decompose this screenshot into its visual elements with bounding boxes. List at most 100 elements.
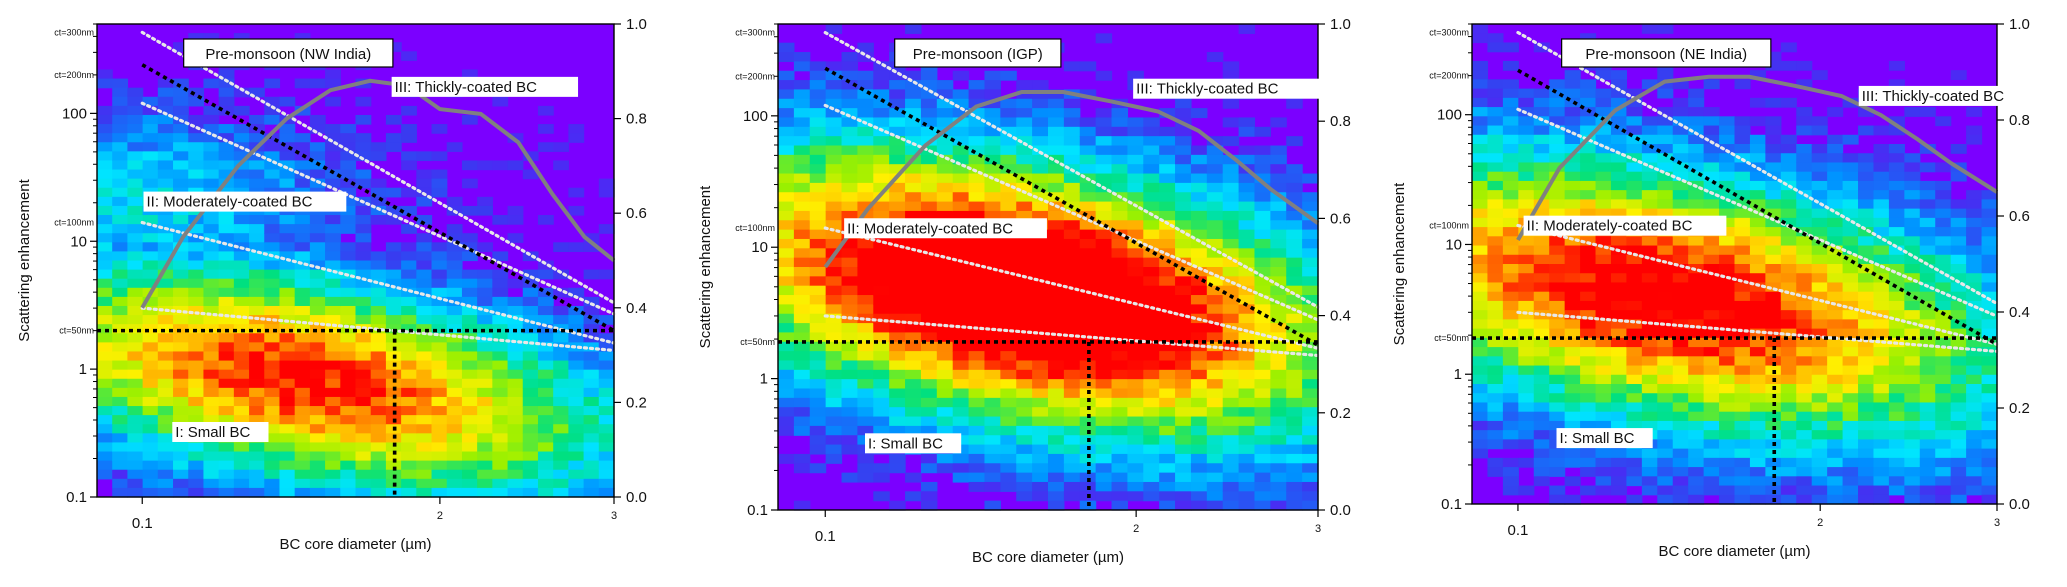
heatmap-cell [1175,444,1192,455]
heatmap-cell [461,442,478,453]
heatmap-cell [173,151,189,162]
heatmap-cell [1904,467,1921,477]
heatmap-cell [873,323,890,334]
heatmap-cell [1749,319,1766,330]
heatmap-cell [1610,180,1628,191]
heatmap-cell [1159,379,1176,390]
heatmap-cell [1175,173,1192,184]
heatmap-cell [1719,153,1736,164]
heatmap-cell [1016,379,1033,390]
heatmap-cell [1487,402,1504,413]
heatmap-cell [1610,199,1628,210]
heatmap-cell [1190,491,1208,502]
heatmap-cell [1472,227,1489,237]
heatmap-cell [920,304,938,315]
heatmap-cell [873,285,890,296]
heatmap-cell [568,424,585,434]
heatmap-cell [1190,238,1208,249]
heatmap-cell [952,145,970,156]
heatmap-cell [1595,402,1612,413]
heatmap-cell [431,178,448,189]
heatmap-cell [778,397,795,408]
heatmap-cell [173,342,189,353]
heatmap-cell [1222,192,1240,203]
heatmap-cell [157,415,174,425]
heatmap-cell [1111,397,1129,408]
heatmap-cell [1175,416,1192,427]
heatmap-cell [1703,199,1720,210]
heatmap-cell [233,33,250,43]
heatmap-cell [889,332,906,343]
heatmap-cell [1487,144,1504,154]
heatmap-cell [1734,190,1751,200]
heatmap-cell [825,136,843,147]
heatmap-cell [1688,476,1705,487]
heatmap-cell [1190,416,1208,427]
heatmap-cell [1626,393,1643,404]
heatmap-cell [1238,154,1256,165]
heatmap-cell [1749,236,1766,247]
heatmap-cell [142,442,159,453]
heatmap-cell [1811,430,1828,440]
heatmap-cell [1111,154,1129,165]
heatmap-cell [873,201,890,212]
heatmap-cell [1000,360,1017,371]
heatmap-cell [157,487,174,498]
heatmap-cell [1780,448,1797,459]
heatmap-cell [553,387,569,398]
heatmap-cell [325,433,341,444]
heatmap-cell [477,469,493,480]
heatmap-cell [1175,425,1192,436]
heatmap-cell [1873,328,1890,339]
coating-thickness-label: ct=200nm [735,71,775,81]
heatmap-cell [841,472,859,483]
heatmap-cell [825,80,843,91]
heatmap-cell [1238,276,1256,287]
heatmap-cell [1487,411,1504,422]
heatmap-cell [233,160,250,171]
heatmap-cell [1641,180,1658,191]
heatmap-cell [1719,291,1736,302]
heatmap-cell [340,160,357,171]
heatmap-cell [294,269,311,280]
heatmap-cell [1487,254,1504,265]
heatmap-cell [461,360,478,371]
heatmap-cell [127,396,144,407]
heatmap-cell [1796,402,1813,413]
heatmap-cell [233,178,250,189]
heatmap-cell [309,215,326,225]
heatmap-cell [1904,300,1921,311]
heatmap-cell [920,341,938,352]
heatmap-cell [1580,97,1597,108]
heatmap-cell [1610,411,1628,422]
heatmap-cell [1206,481,1224,492]
heatmap-cell [279,469,296,480]
heatmap-cell [1657,264,1674,274]
heatmap-cell [920,425,938,436]
heatmap-cell [1079,453,1097,464]
heatmap-cell [1502,264,1519,274]
heatmap-cell [1780,97,1797,108]
heatmap-cell [1206,285,1224,296]
heatmap-cell [1580,153,1597,164]
heatmap-cell [1703,328,1720,339]
heatmap-cell [952,397,970,408]
heatmap-cell [1873,457,1890,468]
heatmap-cell [793,145,811,156]
heatmap-cell [294,278,311,289]
heatmap-cell [127,378,144,389]
heatmap-cell [841,397,859,408]
heatmap-cell [431,333,448,343]
heatmap-cell [809,435,827,446]
heatmap-cell [1063,295,1081,305]
heatmap-cell [1302,267,1319,277]
heatmap-cell [1888,384,1905,394]
heatmap-cell [218,415,235,425]
heatmap-cell [1286,453,1303,464]
heatmap-cell [1904,162,1921,173]
heatmap-cell [142,406,159,416]
heatmap-cell [1734,227,1751,237]
heatmap-cell [157,278,174,289]
heatmap-cell [1286,416,1303,427]
heatmap-cell [1580,236,1597,247]
